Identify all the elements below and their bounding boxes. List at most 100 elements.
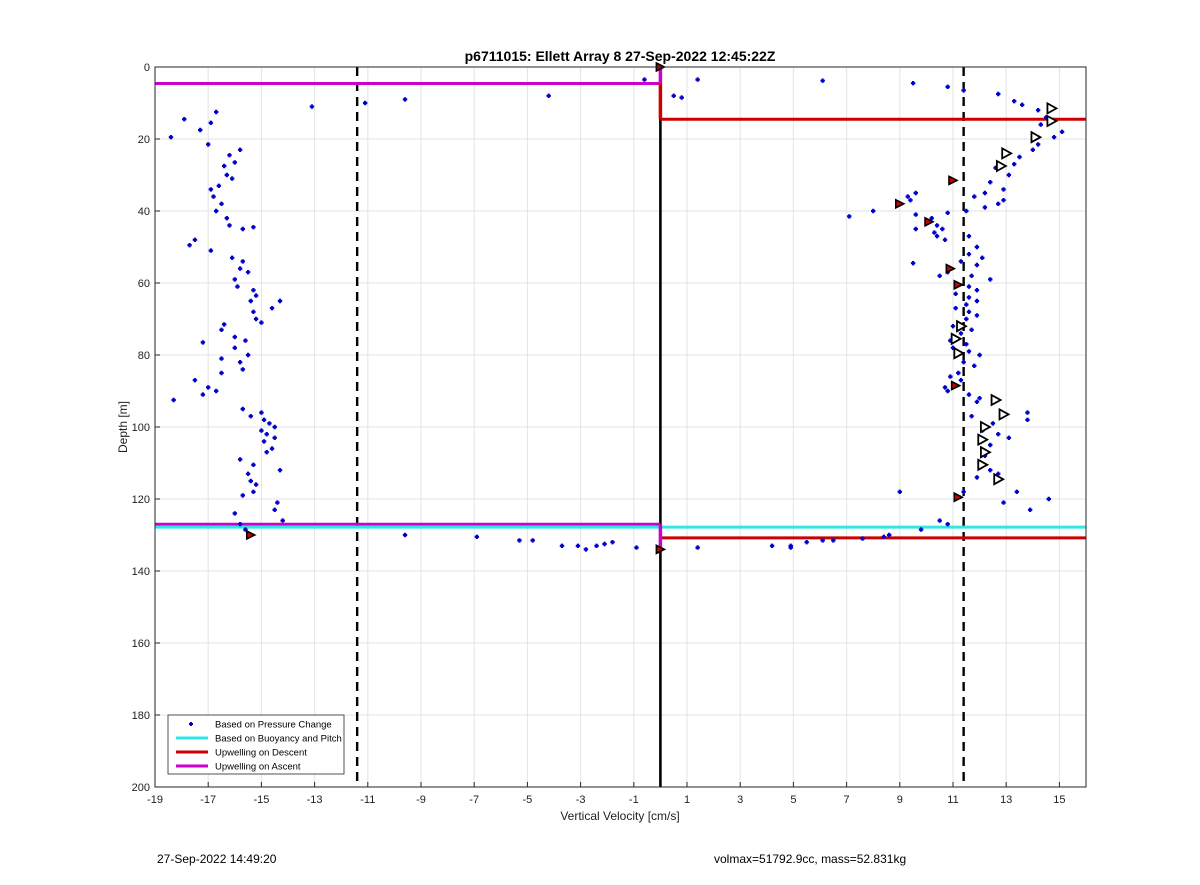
data-point <box>1025 410 1030 415</box>
data-point <box>253 316 259 322</box>
x-tick-label: -1 <box>629 794 639 806</box>
y-tick-labels: 0 20 40 60 80 100 120 140 160 180 200 <box>132 62 150 794</box>
data-point <box>1019 102 1025 107</box>
data-point <box>245 471 251 476</box>
data-point <box>1046 496 1051 502</box>
data-point <box>171 397 176 403</box>
data-point <box>269 306 275 311</box>
x-tick-label: -9 <box>416 794 426 806</box>
data-point <box>942 237 948 242</box>
x-axis-label: Vertical Velocity [cm/s] <box>560 809 679 823</box>
data-point <box>966 284 972 289</box>
triangle-marker <box>980 445 992 459</box>
data-point <box>200 392 206 397</box>
data-point <box>964 208 969 214</box>
data-point <box>958 378 964 383</box>
x-tick-label: -19 <box>147 794 163 806</box>
red-marker <box>953 279 965 291</box>
data-point <box>402 97 408 102</box>
data-point <box>240 493 245 498</box>
data-point <box>243 527 248 532</box>
red-marker <box>953 491 965 503</box>
data-point <box>221 163 227 169</box>
data-point <box>671 93 676 98</box>
data-point <box>982 205 988 210</box>
x-tick-label: -13 <box>307 794 323 806</box>
data-point <box>974 298 980 304</box>
data-point <box>996 91 1001 97</box>
triangle-marker <box>1046 114 1059 128</box>
data-point <box>1001 198 1006 203</box>
data-point <box>945 84 950 89</box>
data-point <box>248 478 253 484</box>
data-point <box>961 88 966 93</box>
data-point <box>248 414 253 419</box>
data-point <box>966 295 972 300</box>
data-point <box>251 462 256 467</box>
data-point <box>232 345 237 350</box>
triangle-marker <box>1046 101 1059 115</box>
data-point <box>769 543 775 548</box>
data-point <box>974 313 980 318</box>
red-marker <box>945 263 957 274</box>
data-point <box>937 273 942 278</box>
data-point <box>198 127 203 133</box>
x-tick-label: -11 <box>360 794 375 806</box>
data-point <box>918 527 924 532</box>
data-point <box>237 360 243 365</box>
data-point <box>996 201 1001 206</box>
legend-label: Based on Pressure Change <box>215 720 332 731</box>
data-point <box>272 435 277 440</box>
data-point <box>1059 129 1065 134</box>
reference-lines <box>355 67 965 787</box>
data-point <box>208 120 214 125</box>
data-point <box>940 226 945 232</box>
data-point <box>216 183 222 188</box>
data-point <box>277 298 283 304</box>
data-point <box>1001 500 1006 505</box>
data-point <box>980 255 985 260</box>
data-point <box>237 522 243 527</box>
data-point <box>168 135 174 140</box>
data-point <box>969 327 974 332</box>
x-tick-label: -15 <box>253 794 269 806</box>
data-point <box>695 545 700 550</box>
x-tick-label: -7 <box>469 794 479 806</box>
data-point <box>221 322 227 327</box>
footer-timestamp: 27-Sep-2022 14:49:20 <box>157 852 277 866</box>
data-point <box>974 288 980 293</box>
data-point <box>820 78 825 83</box>
data-point <box>211 194 216 199</box>
data-point <box>594 543 599 548</box>
data-point <box>1025 417 1030 422</box>
data-point <box>208 187 214 192</box>
x-tick-label: -3 <box>576 794 586 806</box>
data-point <box>192 237 198 242</box>
data-point <box>245 352 251 358</box>
data-point <box>990 421 996 426</box>
data-point <box>945 388 950 394</box>
data-point <box>695 77 700 82</box>
data-point <box>530 538 535 543</box>
data-point <box>251 489 256 494</box>
data-point <box>950 324 956 329</box>
data-point <box>804 540 809 545</box>
data-point <box>974 475 980 480</box>
data-point <box>788 545 793 550</box>
data-point <box>1014 489 1020 494</box>
triangle-marker <box>950 332 963 346</box>
y-tick-label: 100 <box>132 422 150 434</box>
data-point <box>362 100 368 106</box>
data-point <box>1006 172 1012 178</box>
data-point <box>259 428 264 433</box>
data-point <box>206 142 211 147</box>
data-point <box>219 356 224 361</box>
triangle-marker <box>1030 130 1043 144</box>
data-point <box>546 93 551 98</box>
data-point <box>913 226 918 232</box>
data-point <box>309 104 315 109</box>
data-point <box>948 374 953 379</box>
data-point <box>229 255 235 260</box>
y-tick-label: 140 <box>132 566 150 578</box>
